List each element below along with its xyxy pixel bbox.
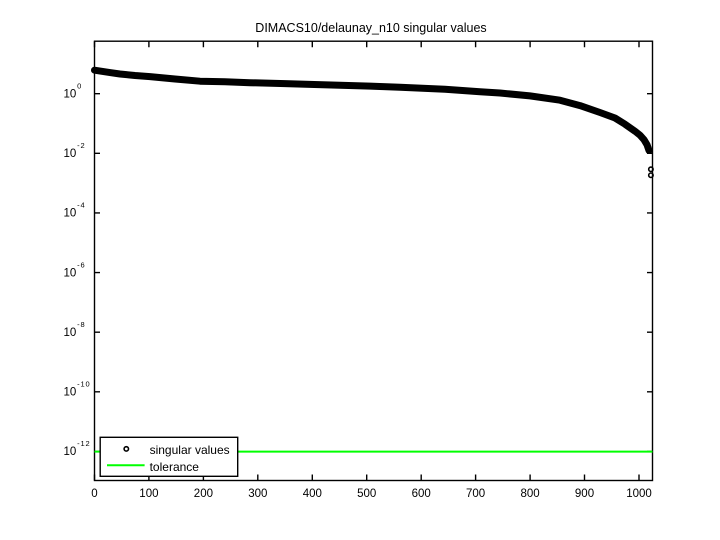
svg-text:10-6: 10-6 [64, 260, 86, 279]
svg-text:400: 400 [303, 488, 322, 500]
svg-text:tolerance: tolerance [150, 460, 200, 474]
svg-text:800: 800 [521, 488, 540, 500]
svg-text:100: 100 [139, 488, 158, 500]
svg-text:10-4: 10-4 [64, 201, 86, 220]
svg-text:700: 700 [466, 488, 485, 500]
svg-text:300: 300 [248, 488, 267, 500]
svg-text:DIMACS10/delaunay_n10 singular: DIMACS10/delaunay_n10 singular values [255, 21, 486, 35]
svg-text:10-2: 10-2 [64, 141, 86, 160]
svg-text:10-10: 10-10 [64, 380, 91, 399]
svg-text:600: 600 [412, 488, 431, 500]
svg-text:singular values: singular values [150, 443, 230, 457]
svg-text:500: 500 [357, 488, 376, 500]
svg-text:0: 0 [91, 488, 97, 500]
svg-text:900: 900 [575, 488, 594, 500]
svg-text:10-12: 10-12 [64, 439, 91, 458]
svg-text:200: 200 [194, 488, 213, 500]
svg-text:10-8: 10-8 [64, 320, 86, 339]
svg-text:100: 100 [64, 81, 83, 100]
svg-text:1000: 1000 [626, 488, 652, 500]
